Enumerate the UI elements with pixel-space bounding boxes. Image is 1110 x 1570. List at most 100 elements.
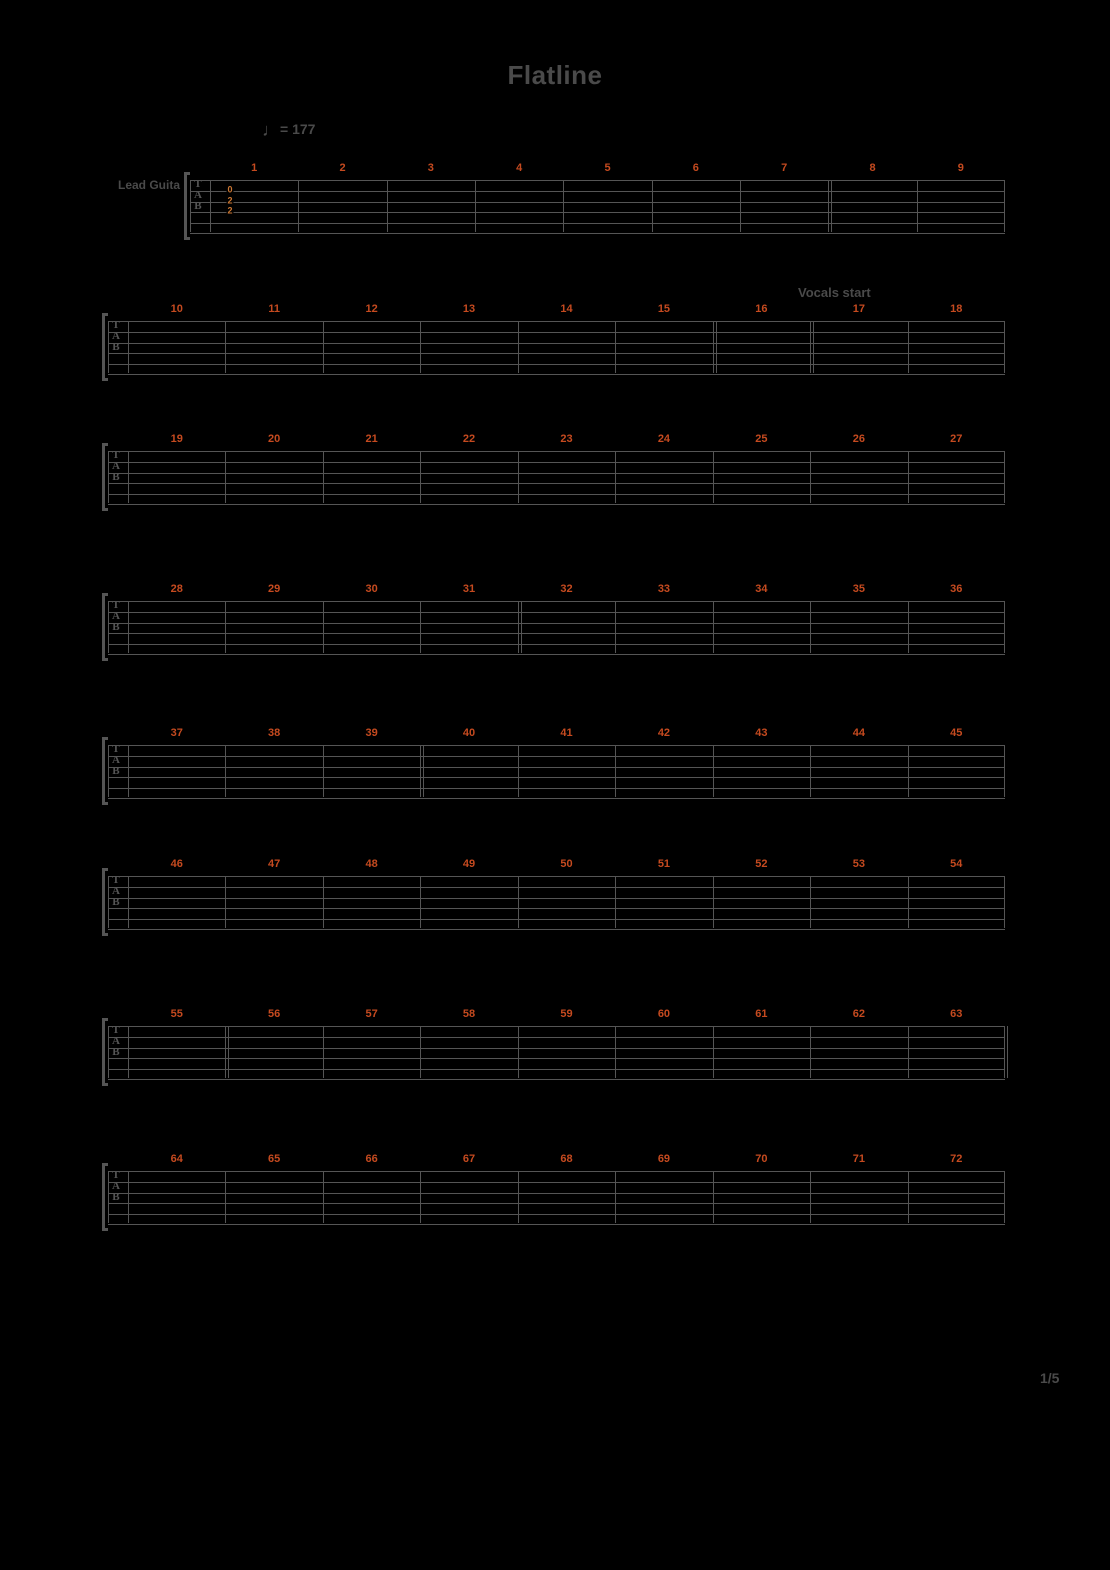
bar-number: 12 [365, 303, 377, 315]
bar-number: 39 [365, 727, 377, 739]
barline [810, 601, 811, 653]
score-annotation: Vocals start [798, 285, 871, 300]
bar-number: 26 [853, 433, 865, 445]
barline [615, 451, 616, 503]
barline [225, 451, 226, 503]
barline [615, 876, 616, 928]
page-number: 1/5 [1040, 1370, 1059, 1386]
bar-number: 32 [560, 583, 572, 595]
double-barline [1004, 1026, 1005, 1078]
bar-number: 68 [560, 1153, 572, 1165]
bar-number: 27 [950, 433, 962, 445]
staff-lines [108, 451, 1005, 503]
fret-number: 2 [226, 196, 233, 205]
barline [740, 180, 741, 232]
bar-number: 8 [869, 162, 875, 174]
bar-number: 37 [171, 727, 183, 739]
barline [108, 321, 109, 373]
barline [298, 180, 299, 232]
barline [615, 1171, 616, 1223]
bar-number: 67 [463, 1153, 475, 1165]
barline [420, 451, 421, 503]
staff-lines [108, 1171, 1005, 1223]
barline [323, 745, 324, 797]
barline [323, 1171, 324, 1223]
barline [128, 451, 129, 503]
bar-number: 65 [268, 1153, 280, 1165]
barline [908, 876, 909, 928]
bar-number: 72 [950, 1153, 962, 1165]
barline [713, 745, 714, 797]
barline [518, 876, 519, 928]
barline [518, 1171, 519, 1223]
barline [420, 876, 421, 928]
barline [475, 180, 476, 232]
bar-number: 59 [560, 1008, 572, 1020]
double-barline [828, 180, 829, 232]
bar-number: 58 [463, 1008, 475, 1020]
barline [420, 601, 421, 653]
tab-staff: TAB101112131415161718 [108, 321, 1005, 373]
barline [225, 601, 226, 653]
barline [1004, 451, 1005, 503]
tab-staff: TAB464748495051525354 [108, 876, 1005, 928]
barline [387, 180, 388, 232]
bar-number: 53 [853, 858, 865, 870]
barline [908, 1026, 909, 1078]
bar-number: 56 [268, 1008, 280, 1020]
bar-number: 52 [755, 858, 767, 870]
barline [908, 745, 909, 797]
bar-number: 20 [268, 433, 280, 445]
bar-number: 40 [463, 727, 475, 739]
double-barline [225, 1026, 226, 1078]
bar-number: 46 [171, 858, 183, 870]
barline [1004, 180, 1005, 232]
bar-number: 49 [463, 858, 475, 870]
barline [420, 1026, 421, 1078]
barline [1004, 321, 1005, 373]
bar-number: 31 [463, 583, 475, 595]
barline [108, 1171, 109, 1223]
bar-number: 43 [755, 727, 767, 739]
barline [225, 745, 226, 797]
bar-number: 34 [755, 583, 767, 595]
bar-number: 70 [755, 1153, 767, 1165]
barline [1004, 876, 1005, 928]
bar-number: 38 [268, 727, 280, 739]
barline [128, 876, 129, 928]
barline [1004, 601, 1005, 653]
bar-number: 4 [516, 162, 522, 174]
bar-number: 6 [693, 162, 699, 174]
barline [1004, 1171, 1005, 1223]
double-barline [518, 601, 519, 653]
tab-clef: TAB [112, 1170, 119, 1203]
tab-clef: TAB [112, 450, 119, 483]
bar-number: 18 [950, 303, 962, 315]
barline [128, 1026, 129, 1078]
barline [518, 451, 519, 503]
bar-number: 62 [853, 1008, 865, 1020]
barline [908, 321, 909, 373]
staff-lines [108, 745, 1005, 797]
bar-number: 9 [958, 162, 964, 174]
barline [908, 601, 909, 653]
bar-number: 5 [604, 162, 610, 174]
bar-number: 63 [950, 1008, 962, 1020]
barline [713, 876, 714, 928]
bar-number: 69 [658, 1153, 670, 1165]
staff-lines [108, 1026, 1005, 1078]
bar-number: 13 [463, 303, 475, 315]
bar-number: 25 [755, 433, 767, 445]
fret-number: 0 [226, 186, 233, 195]
bar-number: 64 [171, 1153, 183, 1165]
tab-clef: TAB [112, 600, 119, 633]
barline [810, 451, 811, 503]
bar-number: 29 [268, 583, 280, 595]
barline [518, 1026, 519, 1078]
bar-number: 1 [251, 162, 257, 174]
barline [713, 601, 714, 653]
song-title: Flatline [90, 0, 1020, 91]
bar-number: 41 [560, 727, 572, 739]
bar-number: 24 [658, 433, 670, 445]
barline [323, 1026, 324, 1078]
